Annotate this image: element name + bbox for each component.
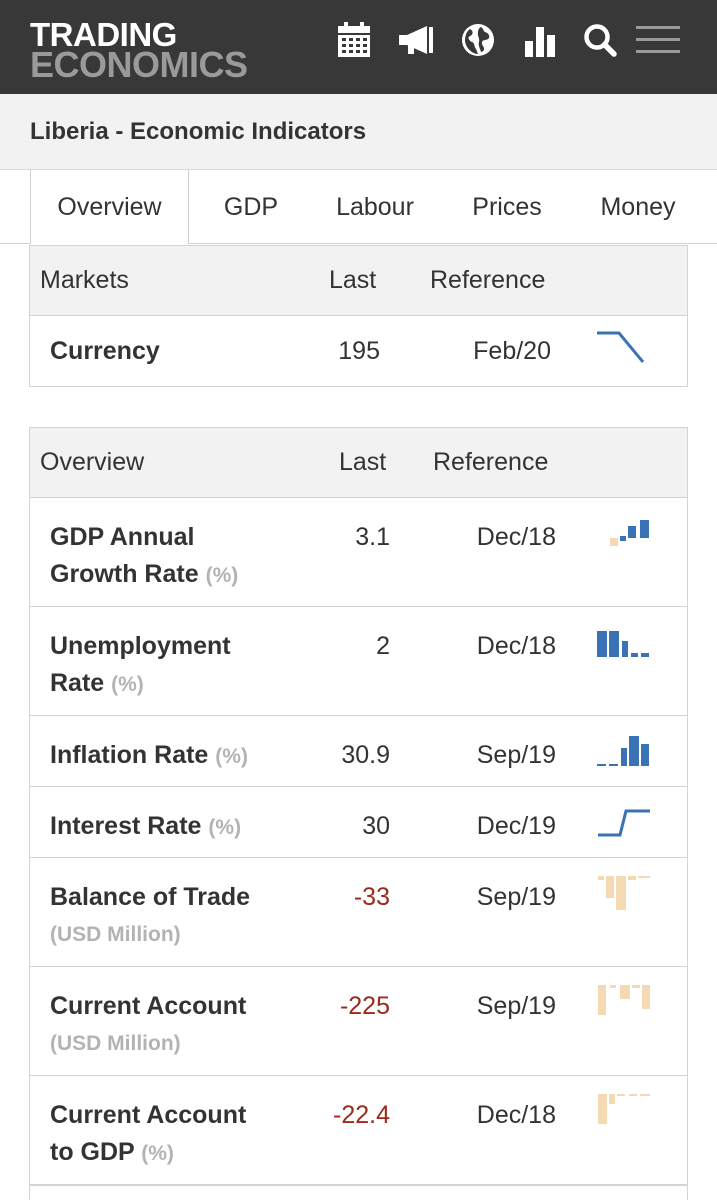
table-row[interactable]: GDP Annual Growth Rate (%) 3.1 Dec/18 — [30, 498, 687, 607]
table-row[interactable]: Balance of Trade (USD Million) -33 Sep/1… — [30, 858, 687, 967]
inflation-sparkline — [597, 736, 649, 766]
indicator-unit: (USD Million) — [50, 1032, 181, 1055]
balance-of-trade-sparkline — [598, 876, 650, 910]
indicator-unit: (%) — [215, 745, 248, 768]
indicator-name[interactable]: Unemployment Rate (%) — [50, 628, 300, 703]
overview-header-reference: Reference — [433, 448, 549, 476]
indicator-last-value: 30 — [362, 812, 390, 840]
menu-icon[interactable] — [636, 20, 680, 60]
trading-economics-logo[interactable]: TRADING ECONOMICS — [30, 18, 248, 83]
markets-header-name: Markets — [40, 266, 129, 294]
tab-prices[interactable]: Prices — [472, 192, 542, 221]
page-title-band: Liberia - Economic Indicators — [0, 94, 717, 170]
unemployment-sparkline — [597, 631, 649, 657]
indicator-unit: (USD Million) — [50, 923, 181, 946]
tab-money[interactable]: Money — [600, 192, 676, 221]
indicator-reference: Dec/18 — [476, 523, 556, 551]
table-row[interactable]: Currency 195 Feb/20 — [30, 316, 687, 386]
indicator-name-line-2: to GDP — [50, 1138, 135, 1166]
indicator-name[interactable]: Currency — [50, 337, 160, 365]
markets-header-reference: Reference — [430, 266, 546, 294]
indicator-unit: (%) — [141, 1142, 174, 1165]
indicator-name-text: Current Account — [50, 992, 247, 1020]
indicator-name-line-1: Current Account — [50, 1101, 247, 1129]
indicator-last-value: -225 — [339, 992, 390, 1020]
indicator-name[interactable]: Balance of Trade (USD Million) — [50, 879, 330, 953]
globe-icon[interactable] — [458, 20, 498, 60]
indicator-name[interactable]: Current Account (USD Million) — [50, 988, 330, 1062]
current-account-to-gdp-sparkline — [598, 1094, 650, 1124]
indicator-last-value: 2 — [376, 632, 390, 660]
markets-table: Markets Last Reference Currency 195 Feb/… — [29, 245, 688, 387]
megaphone-icon[interactable] — [396, 20, 436, 60]
page-title: Liberia - Economic Indicators — [30, 118, 367, 145]
indicator-name[interactable]: Current Account to GDP (%) — [50, 1097, 330, 1172]
indicator-reference: Dec/18 — [476, 632, 556, 660]
indicator-unit: (%) — [208, 816, 242, 839]
table-row[interactable]: Current Account (USD Million) -225 Sep/1… — [30, 967, 687, 1076]
interest-rate-sparkline — [598, 809, 650, 837]
indicator-name-line-1: Unemployment — [50, 632, 231, 660]
table-row[interactable]: Current Account to GDP (%) -22.4 Dec/18 — [30, 1076, 687, 1185]
markets-table-header: Markets Last Reference — [30, 246, 687, 316]
table-row[interactable]: Unemployment Rate (%) 2 Dec/18 — [30, 607, 687, 716]
top-navigation-bar: TRADING ECONOMICS — [0, 0, 717, 94]
logo-line-1: TRADING — [30, 16, 177, 53]
indicator-reference: Dec/18 — [476, 1101, 556, 1129]
table-row[interactable]: Interest Rate (%) 30 Dec/19 — [30, 787, 687, 858]
indicator-name[interactable]: Interest Rate (%) — [50, 808, 330, 846]
indicator-name-line-2: Rate — [50, 669, 105, 697]
indicator-last-value: 30.9 — [341, 741, 390, 769]
indicator-reference: Sep/19 — [476, 741, 556, 769]
overview-table-header: Overview Last Reference — [30, 428, 687, 498]
indicator-name-text: Balance of Trade — [50, 883, 251, 911]
currency-sparkline — [597, 331, 645, 363]
markets-header-last: Last — [329, 266, 377, 294]
search-icon[interactable] — [580, 20, 620, 60]
indicator-reference: Feb/20 — [473, 337, 551, 365]
indicator-reference: Sep/19 — [476, 992, 556, 1020]
table-row[interactable] — [30, 1185, 687, 1200]
tab-gdp[interactable]: GDP — [223, 192, 279, 221]
indicator-name-text: Inflation Rate — [50, 741, 209, 769]
indicator-unit: (%) — [205, 564, 239, 587]
bar-chart-icon[interactable] — [520, 20, 560, 60]
indicator-reference: Dec/19 — [476, 812, 556, 840]
indicator-name[interactable]: Inflation Rate (%) — [50, 737, 330, 775]
indicator-unit: (%) — [111, 673, 144, 696]
indicator-name[interactable]: GDP Annual Growth Rate (%) — [50, 519, 300, 594]
indicator-name-line-2: Growth Rate — [50, 560, 199, 588]
table-row[interactable]: Inflation Rate (%) 30.9 Sep/19 — [30, 716, 687, 787]
overview-table: Overview Last Reference GDP Annual Growt… — [29, 427, 688, 1200]
indicator-last-value: -22.4 — [333, 1101, 390, 1129]
indicator-reference: Sep/19 — [476, 883, 556, 911]
indicator-last-value: 195 — [338, 337, 380, 365]
indicator-name-text: Interest Rate — [50, 812, 202, 840]
logo-line-2: ECONOMICS — [30, 44, 248, 85]
overview-header-last: Last — [339, 448, 387, 476]
indicator-tabs: Overview GDP Labour Prices Money — [0, 170, 717, 244]
gdp-growth-sparkline — [610, 520, 649, 546]
indicator-last-value: -33 — [353, 883, 390, 911]
calendar-icon[interactable] — [334, 20, 374, 60]
indicator-last-value: 3.1 — [355, 523, 390, 551]
indicator-name-line-1: GDP Annual — [50, 523, 195, 551]
tab-labour[interactable]: Labour — [336, 192, 414, 221]
current-account-sparkline — [598, 985, 650, 1015]
overview-header-name: Overview — [40, 448, 145, 476]
tab-overview[interactable]: Overview — [30, 170, 189, 244]
